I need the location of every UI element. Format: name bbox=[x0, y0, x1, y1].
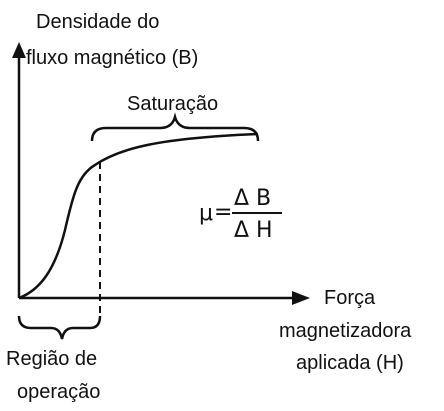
x-axis-arrowhead bbox=[292, 291, 310, 305]
formula-denominator: Δ H bbox=[234, 218, 273, 243]
y-axis-arrowhead bbox=[12, 42, 26, 58]
y-axis-label-line-2: fluxo magnético (B) bbox=[26, 47, 198, 69]
x-axis-label-line-2: magnetizadora bbox=[279, 320, 412, 342]
y-axis-label-line-1: Densidade do bbox=[36, 11, 159, 33]
operation-region-brace bbox=[17, 315, 102, 340]
operation-region-label-line-1: Região de bbox=[6, 348, 97, 370]
x-axis-label-line-1: Força bbox=[324, 287, 376, 309]
x-axis-label-line-3: aplicada (H) bbox=[296, 352, 404, 374]
formula-numerator: Δ B bbox=[234, 186, 271, 211]
formula-equals: = bbox=[214, 200, 232, 225]
formula-mu-symbol: μ bbox=[199, 201, 213, 226]
saturation-brace bbox=[90, 112, 260, 142]
saturation-label: Saturação bbox=[127, 93, 218, 115]
operation-region-label-line-2: operação bbox=[17, 381, 100, 403]
magnetization-curve bbox=[18, 132, 259, 300]
